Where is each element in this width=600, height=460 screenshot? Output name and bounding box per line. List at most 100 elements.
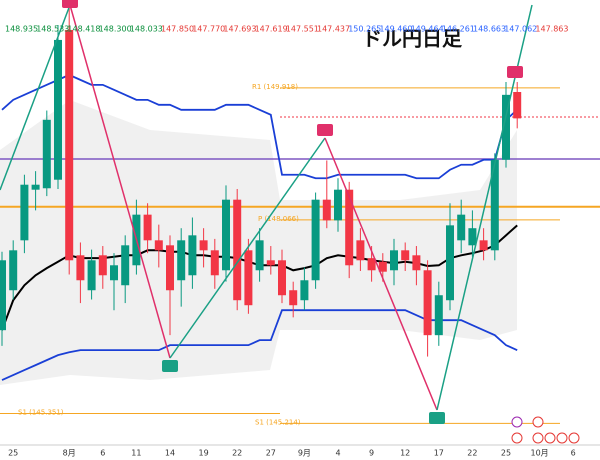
candle-body (233, 199, 242, 301)
price-strip-value: 146.261 (442, 25, 475, 34)
price-strip-value: 149.460 (379, 25, 412, 34)
icon (511, 432, 523, 444)
candle-body (154, 240, 163, 251)
candle-body (9, 250, 18, 291)
chart-title: ドル円日足 (362, 27, 463, 51)
zigzag-up (0, 4, 71, 191)
candle-body (367, 258, 376, 271)
candle-body (278, 260, 286, 296)
candle-body (457, 214, 466, 241)
price-strip-value: 147.437 (317, 25, 350, 34)
candle-body (255, 240, 264, 271)
candle-body (110, 265, 118, 281)
candle-body (87, 260, 96, 291)
x-tick-label: 22 (232, 449, 242, 458)
zigzag-down (69, 4, 171, 359)
candle-body (98, 255, 107, 276)
candle-body (20, 184, 29, 241)
marker (507, 66, 523, 78)
price-strip-value: 147.551 (286, 25, 319, 34)
price-strip-value: 148.533 (36, 25, 69, 34)
x-tick-label: 6 (571, 449, 576, 458)
candle-body (446, 225, 454, 301)
candle-body (222, 199, 230, 271)
marker (317, 124, 333, 136)
candle-body (434, 295, 443, 336)
icon (532, 432, 544, 444)
candle-body (334, 189, 342, 221)
candle-body (266, 260, 275, 266)
candle-body (502, 94, 510, 160)
price-strip-value: 150.265 (348, 25, 381, 34)
indicator-line (1, 73, 518, 180)
icon (544, 432, 556, 444)
candle-body (166, 245, 174, 291)
candle-body (143, 214, 152, 241)
x-tick-label: 11 (131, 449, 141, 458)
x-tick-label: 17 (434, 449, 444, 458)
candle-body (390, 250, 398, 271)
pivot-label: S1 (145.214) (255, 418, 301, 426)
x-tick-label: 8月 (63, 449, 76, 458)
candle-body (289, 290, 298, 306)
candle-body (311, 199, 320, 281)
price-strip-value: 147.863 (535, 25, 568, 34)
pivot-markers (62, 0, 523, 424)
price-strip-value: 147.770 (192, 25, 225, 34)
x-tick-label: 27 (266, 449, 276, 458)
candle-body (0, 260, 6, 331)
candle-body (210, 250, 219, 276)
icon (532, 416, 544, 428)
price-strip-value: 148.033 (130, 25, 163, 34)
candle-body (356, 240, 365, 261)
marker (162, 360, 178, 372)
icon (568, 432, 580, 444)
candle-body (479, 240, 488, 251)
marker (62, 0, 78, 8)
x-tick-label: 10月 (531, 449, 549, 458)
candle-body (31, 184, 40, 190)
price-strip-value: 148.663 (473, 25, 506, 34)
candle-body (423, 270, 432, 336)
x-tick-label: 25 (8, 449, 18, 458)
pivot-label: S1 (145.351) (18, 409, 64, 417)
price-strip-value: 149.464 (411, 25, 444, 34)
x-tick-label: 4 (335, 449, 340, 458)
candle-body (42, 119, 51, 189)
candle-body (244, 250, 253, 306)
price-strip-value: 147.850 (161, 25, 194, 34)
candle-body (345, 189, 354, 266)
candle-body (199, 240, 208, 251)
candle-body (300, 280, 309, 301)
marker (429, 412, 445, 424)
candle-body (76, 255, 85, 281)
price-strip-value: 148.300 (99, 25, 132, 34)
x-tick-label: 22 (467, 449, 477, 458)
candle-body (378, 261, 387, 272)
x-tick-label: 12 (400, 449, 410, 458)
price-strip-value: 148.935 (5, 25, 38, 34)
event-icons (511, 416, 580, 444)
candle-body (468, 228, 477, 246)
x-tick-label: 14 (165, 449, 175, 458)
candle-body (412, 255, 421, 271)
icon (556, 432, 568, 444)
pivot-label: R1 (149.918) (252, 83, 298, 91)
zigzag-up (169, 137, 326, 359)
pivot-label: P (148.066) (258, 215, 299, 223)
x-tick-label: 25 (501, 449, 511, 458)
price-strip-value: 148.418 (67, 25, 100, 34)
candle-body (188, 235, 197, 276)
candle-body (121, 245, 130, 286)
x-tick-label: 6 (100, 449, 105, 458)
x-tick-label: 9 (369, 449, 374, 458)
icon (511, 416, 523, 428)
price-strip-value: 147.619 (255, 25, 288, 34)
zigzag-down (324, 137, 438, 411)
x-tick-label: 19 (199, 449, 209, 458)
candle-body (65, 29, 74, 261)
candle-body (490, 159, 499, 251)
candle-body (513, 91, 522, 119)
candle-body (322, 199, 331, 221)
